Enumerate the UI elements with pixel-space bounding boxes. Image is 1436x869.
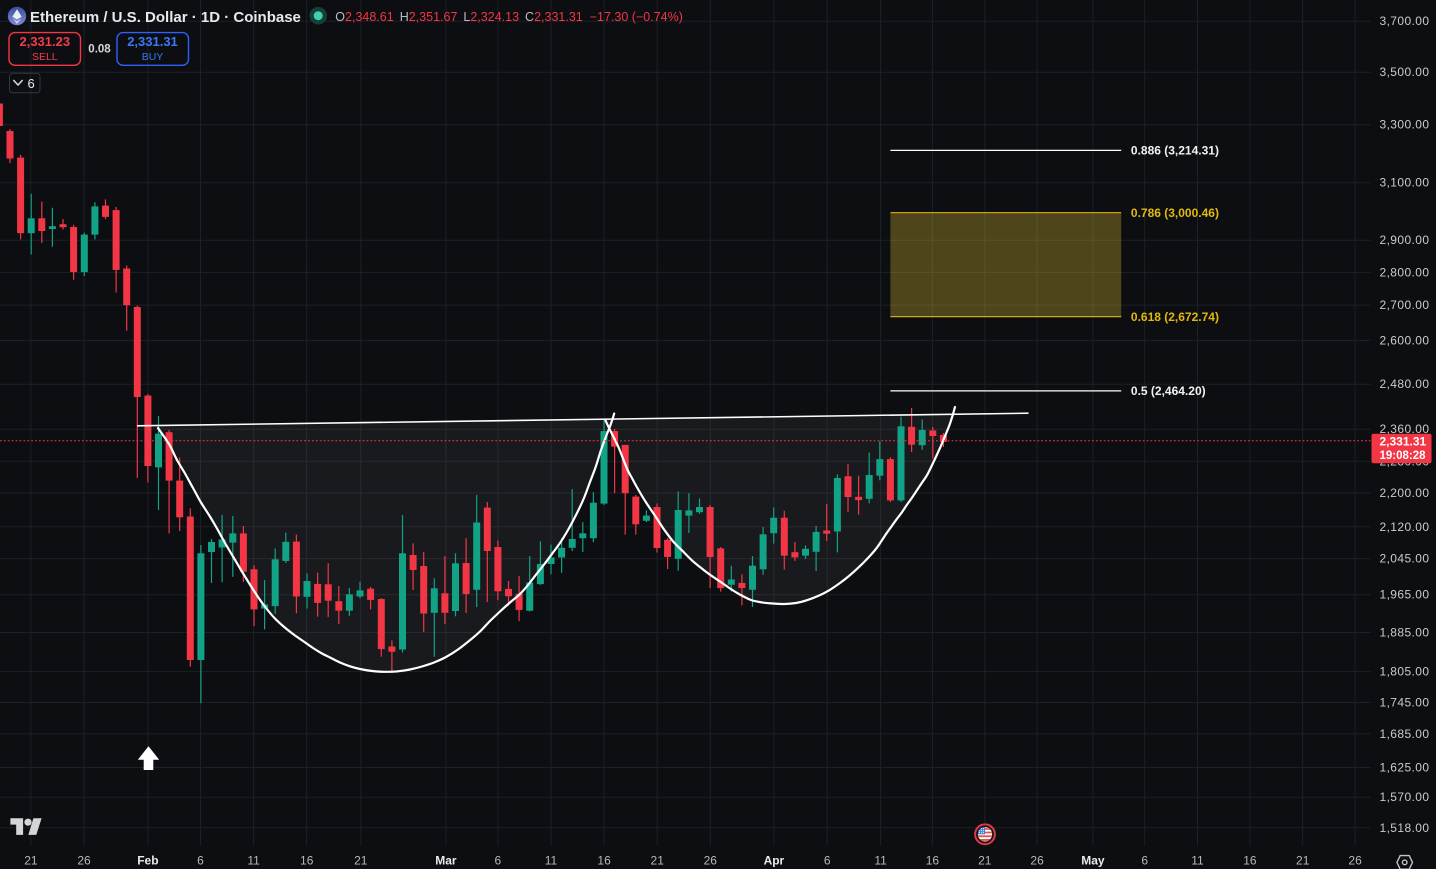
svg-text:1,685.00: 1,685.00 xyxy=(1380,727,1430,741)
svg-text:1,885.00: 1,885.00 xyxy=(1380,626,1430,640)
svg-text:Feb: Feb xyxy=(137,854,158,868)
svg-text:16: 16 xyxy=(926,854,940,868)
svg-text:2,045.00: 2,045.00 xyxy=(1380,552,1430,566)
svg-text:2,600.00: 2,600.00 xyxy=(1380,334,1430,348)
svg-text:3,700.00: 3,700.00 xyxy=(1380,14,1430,28)
svg-text:2,700.00: 2,700.00 xyxy=(1380,298,1430,312)
svg-text:3,300.00: 3,300.00 xyxy=(1380,118,1430,132)
svg-text:21: 21 xyxy=(24,854,38,868)
svg-text:1,745.00: 1,745.00 xyxy=(1380,696,1430,710)
svg-text:16: 16 xyxy=(300,854,314,868)
svg-text:2,331.31: 2,331.31 xyxy=(1380,435,1427,449)
svg-text:SELL: SELL xyxy=(32,51,58,63)
svg-text:26: 26 xyxy=(704,854,718,868)
svg-text:11: 11 xyxy=(545,854,558,868)
svg-text:2,200.00: 2,200.00 xyxy=(1380,486,1430,500)
svg-text:21: 21 xyxy=(978,854,992,868)
svg-text:16: 16 xyxy=(597,854,611,868)
svg-text:2,120.00: 2,120.00 xyxy=(1380,520,1430,534)
svg-text:16: 16 xyxy=(1243,854,1257,868)
svg-text:2,480.00: 2,480.00 xyxy=(1380,377,1430,391)
svg-text:1,965.00: 1,965.00 xyxy=(1380,588,1430,602)
svg-text:26: 26 xyxy=(1348,854,1362,868)
svg-text:1,518.00: 1,518.00 xyxy=(1380,821,1430,835)
svg-text:1,570.00: 1,570.00 xyxy=(1380,790,1430,804)
svg-text:2,900.00: 2,900.00 xyxy=(1380,233,1430,247)
svg-text:6: 6 xyxy=(495,854,502,868)
svg-text:0.618 (2,672.74): 0.618 (2,672.74) xyxy=(1131,310,1219,324)
svg-text:6: 6 xyxy=(28,76,35,91)
svg-text:0.08: 0.08 xyxy=(88,44,111,56)
svg-text:May: May xyxy=(1081,854,1105,868)
svg-text:11: 11 xyxy=(1191,854,1204,868)
svg-text:6: 6 xyxy=(1141,854,1148,868)
svg-text:0.786 (3,000.46): 0.786 (3,000.46) xyxy=(1131,206,1219,220)
svg-text:2,331.31: 2,331.31 xyxy=(127,34,178,49)
svg-text:2,800.00: 2,800.00 xyxy=(1380,265,1430,279)
svg-text:BUY: BUY xyxy=(142,51,164,63)
svg-text:6: 6 xyxy=(824,854,831,868)
svg-text:11: 11 xyxy=(247,854,260,868)
svg-text:Apr: Apr xyxy=(764,854,785,868)
svg-text:21: 21 xyxy=(651,854,665,868)
svg-text:2,360.00: 2,360.00 xyxy=(1380,422,1430,436)
svg-text:0.5 (2,464.20): 0.5 (2,464.20) xyxy=(1131,384,1206,398)
svg-text:Mar: Mar xyxy=(435,854,457,868)
svg-text:21: 21 xyxy=(354,854,368,868)
svg-text:1,805.00: 1,805.00 xyxy=(1380,665,1430,679)
svg-text:3,100.00: 3,100.00 xyxy=(1380,176,1430,190)
svg-text:26: 26 xyxy=(1030,854,1044,868)
svg-text:11: 11 xyxy=(874,854,887,868)
svg-text:21: 21 xyxy=(1296,854,1310,868)
svg-text:3,500.00: 3,500.00 xyxy=(1380,65,1430,79)
svg-text:6: 6 xyxy=(197,854,204,868)
svg-text:19:08:28: 19:08:28 xyxy=(1380,450,1427,462)
svg-text:1,625.00: 1,625.00 xyxy=(1380,761,1430,775)
svg-text:Ethereum / U.S. Dollar · 1D ·: Ethereum / U.S. Dollar · 1D · Coinbase xyxy=(30,9,301,26)
svg-text:2,331.23: 2,331.23 xyxy=(19,34,70,49)
svg-text:26: 26 xyxy=(77,854,91,868)
svg-text:0.886 (3,214.31): 0.886 (3,214.31) xyxy=(1131,144,1219,158)
